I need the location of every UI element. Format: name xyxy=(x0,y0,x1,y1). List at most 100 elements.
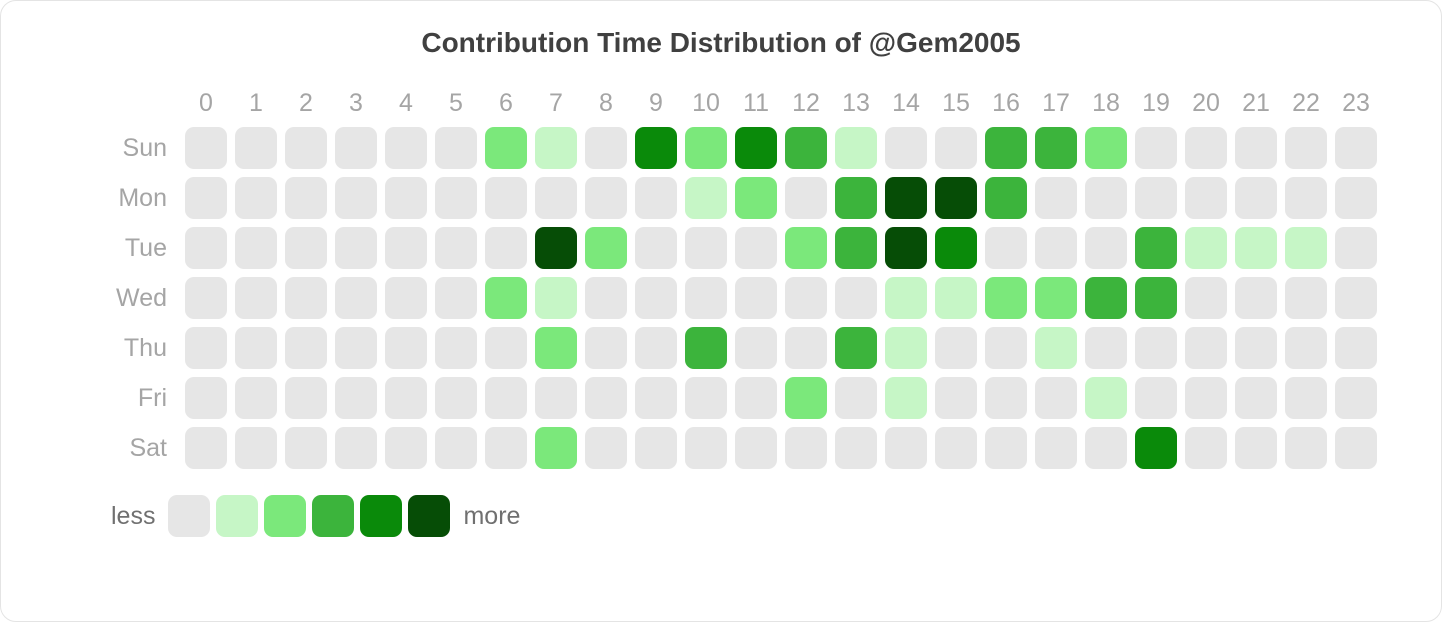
day-label: Sun xyxy=(111,134,181,163)
heatmap-cell xyxy=(235,427,277,469)
heatmap-cell xyxy=(935,327,977,369)
heatmap-cell xyxy=(885,177,927,219)
heatmap-cell xyxy=(635,277,677,319)
heatmap-cell xyxy=(1035,277,1077,319)
heatmap-cell xyxy=(1235,227,1277,269)
hour-label: 11 xyxy=(731,89,781,118)
heatmap-cell xyxy=(285,327,327,369)
hours-axis: 01234567891011121314151617181920212223 xyxy=(111,83,1381,123)
heatmap-cell xyxy=(685,277,727,319)
day-label: Tue xyxy=(111,234,181,263)
heatmap-cell xyxy=(435,277,477,319)
heatmap-cell xyxy=(335,327,377,369)
heatmap-cell xyxy=(1185,177,1227,219)
heatmap-cell xyxy=(385,127,427,169)
heatmap-cell xyxy=(835,327,877,369)
heatmap-cell xyxy=(1335,277,1377,319)
day-label: Mon xyxy=(111,184,181,213)
hour-label: 7 xyxy=(531,89,581,118)
heatmap-cell xyxy=(1285,377,1327,419)
heatmap-cell xyxy=(985,377,1027,419)
heatmap-cell xyxy=(885,277,927,319)
day-row: Mon xyxy=(111,173,1381,223)
heatmap-cell xyxy=(1235,327,1277,369)
hour-label: 20 xyxy=(1181,89,1231,118)
hour-label: 5 xyxy=(431,89,481,118)
heatmap-cell xyxy=(885,227,927,269)
heatmap-cell xyxy=(1035,427,1077,469)
heatmap-cell xyxy=(935,427,977,469)
heatmap-cell xyxy=(985,277,1027,319)
heatmap-cell xyxy=(1135,377,1177,419)
heatmap-cell xyxy=(585,327,627,369)
day-row: Sun xyxy=(111,123,1381,173)
heatmap-cell xyxy=(785,127,827,169)
hour-label: 10 xyxy=(681,89,731,118)
heatmap-cell xyxy=(835,277,877,319)
heatmap-cell xyxy=(1235,377,1277,419)
heatmap-cell xyxy=(735,177,777,219)
heatmap-cell xyxy=(485,327,527,369)
heatmap-cell xyxy=(285,177,327,219)
legend-cell xyxy=(360,495,402,537)
heatmap-cell xyxy=(1235,277,1277,319)
hour-label: 21 xyxy=(1231,89,1281,118)
heatmap-cell xyxy=(535,277,577,319)
hour-label: 8 xyxy=(581,89,631,118)
heatmap-cell xyxy=(385,227,427,269)
heatmap-cell xyxy=(1285,177,1327,219)
heatmap-cell xyxy=(485,127,527,169)
heatmap-cell xyxy=(335,227,377,269)
heatmap-cell xyxy=(685,427,727,469)
legend-cell xyxy=(408,495,450,537)
heatmap-cell xyxy=(485,377,527,419)
heatmap-cell xyxy=(585,427,627,469)
heatmap-cell xyxy=(185,127,227,169)
heatmap-cell xyxy=(1135,127,1177,169)
heatmap-cell xyxy=(235,277,277,319)
heatmap-cell xyxy=(885,127,927,169)
heatmap-cell xyxy=(285,127,327,169)
day-row: Sat xyxy=(111,423,1381,473)
hour-label: 1 xyxy=(231,89,281,118)
heatmap-cell xyxy=(235,227,277,269)
heatmap-cell xyxy=(735,377,777,419)
day-label: Fri xyxy=(111,384,181,413)
legend-more-label: more xyxy=(463,502,520,531)
day-row: Tue xyxy=(111,223,1381,273)
heatmap-cell xyxy=(935,377,977,419)
heatmap-cell xyxy=(835,227,877,269)
heatmap-cell xyxy=(1285,277,1327,319)
heatmap-cell xyxy=(1135,227,1177,269)
heatmap-cell xyxy=(635,177,677,219)
heatmap-cell xyxy=(685,227,727,269)
heatmap-cell xyxy=(785,427,827,469)
heatmap-cell xyxy=(585,177,627,219)
heatmap-cell xyxy=(985,427,1027,469)
heatmap-cell xyxy=(185,227,227,269)
heatmap-cell xyxy=(435,177,477,219)
heatmap-cell xyxy=(335,177,377,219)
heatmap-cell xyxy=(185,427,227,469)
heatmap-cell xyxy=(935,177,977,219)
heatmap-cell xyxy=(1335,327,1377,369)
heatmap-cell xyxy=(635,327,677,369)
heatmap-cell xyxy=(735,127,777,169)
hour-label: 0 xyxy=(181,89,231,118)
heatmap-cell xyxy=(485,277,527,319)
hour-label: 13 xyxy=(831,89,881,118)
heatmap-cell xyxy=(235,327,277,369)
heatmap-cell xyxy=(1035,377,1077,419)
day-row: Thu xyxy=(111,323,1381,373)
heatmap-cell xyxy=(585,277,627,319)
heatmap-cell xyxy=(535,227,577,269)
heatmap-cell xyxy=(835,127,877,169)
heatmap-cell xyxy=(685,327,727,369)
heatmap-cell xyxy=(385,377,427,419)
hour-label: 15 xyxy=(931,89,981,118)
heatmap-cell xyxy=(1185,127,1227,169)
heatmap-cell xyxy=(1135,277,1177,319)
heatmap-cell xyxy=(1135,177,1177,219)
heatmap-cell xyxy=(1285,327,1327,369)
heatmap-cell xyxy=(535,377,577,419)
